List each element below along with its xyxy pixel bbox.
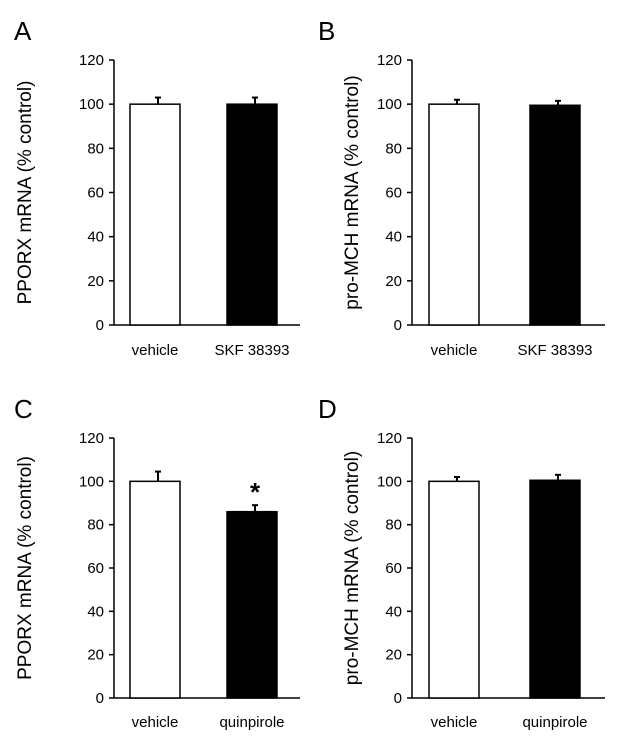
- y-tick-label: 120: [377, 430, 402, 447]
- panel-letter: C: [14, 394, 33, 424]
- panel-letter: A: [14, 16, 32, 46]
- y-tick-label: 20: [87, 273, 104, 290]
- y-tick-label: 80: [385, 517, 402, 534]
- y-tick-label: 40: [385, 229, 402, 246]
- y-tick-label: 20: [385, 273, 402, 290]
- y-tick-label: 40: [385, 603, 402, 620]
- bar-skf-38393: [226, 103, 278, 326]
- y-tick-label: 80: [87, 140, 104, 157]
- y-tick-label: 100: [377, 96, 402, 113]
- y-axis-label: PPORX mRNA (% control): [15, 456, 36, 680]
- y-tick-label: 0: [394, 690, 402, 707]
- y-tick-label: 60: [385, 560, 402, 577]
- y-axis-label: pro-MCH mRNA (% control): [342, 451, 363, 685]
- y-tick-label: 0: [96, 317, 104, 334]
- panel-c: C PPORX mRNA (% control) 0 20 40 60 80 100 120 ve…: [14, 394, 300, 731]
- bar-skf-38393: [529, 104, 581, 326]
- panel-a: A PPORX mRNA (% control) 0 20 40 60 80 100 120 ve…: [14, 16, 300, 359]
- category-label: vehicle: [431, 714, 478, 731]
- y-tick-label: 80: [87, 517, 104, 534]
- y-tick-label: 60: [87, 560, 104, 577]
- y-tick-label: 0: [394, 317, 402, 334]
- panel-letter: B: [318, 16, 335, 46]
- category-label: quinpirole: [522, 714, 587, 731]
- bar-vehicle: [129, 103, 181, 326]
- y-tick-label: 120: [377, 52, 402, 69]
- bar-vehicle: [129, 480, 181, 699]
- significance-mark: *: [250, 477, 261, 507]
- y-axis-label: PPORX mRNA (% control): [15, 81, 36, 305]
- bar-vehicle: [428, 480, 480, 699]
- category-label: vehicle: [132, 714, 179, 731]
- y-tick-label: 0: [96, 690, 104, 707]
- panel-letter: D: [318, 394, 337, 424]
- bar-quinpirole: [226, 510, 278, 699]
- category-label: vehicle: [431, 342, 478, 359]
- y-tick-label: 100: [79, 96, 104, 113]
- y-tick-label: 20: [87, 647, 104, 664]
- category-label: quinpirole: [219, 714, 284, 731]
- y-tick-label: 100: [377, 473, 402, 490]
- y-tick-label: 40: [87, 603, 104, 620]
- y-tick-label: 100: [79, 473, 104, 490]
- y-tick-label: 60: [385, 185, 402, 202]
- y-tick-label: 60: [87, 185, 104, 202]
- y-tick-label: 80: [385, 140, 402, 157]
- y-tick-label: 120: [79, 52, 104, 69]
- y-axis-label: pro-MCH mRNA (% control): [342, 75, 363, 309]
- category-label: vehicle: [132, 342, 179, 359]
- bar-vehicle: [428, 103, 480, 326]
- y-tick-label: 20: [385, 647, 402, 664]
- category-label: SKF 38393: [517, 342, 592, 359]
- y-tick-label: 40: [87, 229, 104, 246]
- y-tick-label: 120: [79, 430, 104, 447]
- category-label: SKF 38393: [214, 342, 289, 359]
- bar-quinpirole: [529, 479, 581, 699]
